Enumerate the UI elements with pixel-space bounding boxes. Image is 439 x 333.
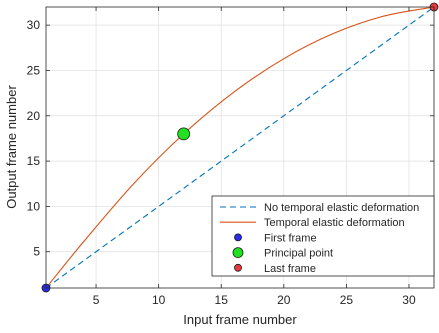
legend-label: No temporal elastic deformation bbox=[264, 202, 419, 214]
legend-label: First frame bbox=[264, 232, 317, 244]
tick-layer: 5 10 15 20 25 30 5 10 15 20 25 30 bbox=[27, 7, 434, 307]
legend-swatch-marker bbox=[234, 233, 242, 242]
y-tick-label: 20 bbox=[27, 109, 41, 123]
legend-label: Principal point bbox=[264, 248, 333, 260]
y-tick-label: 25 bbox=[27, 63, 41, 77]
legend-swatch-marker bbox=[232, 247, 244, 259]
legend-box bbox=[211, 195, 435, 277]
series-line-1 bbox=[45, 6, 435, 289]
x-tick-label: 20 bbox=[277, 293, 291, 307]
y-axis-label: Output frame number bbox=[4, 85, 19, 209]
y-tick-label: 15 bbox=[27, 154, 41, 168]
legend-swatch-marker bbox=[234, 263, 242, 272]
grid-layer bbox=[46, 7, 434, 288]
plot-frame bbox=[45, 6, 435, 289]
data-point-3 bbox=[177, 127, 191, 141]
y-tick-label: 10 bbox=[27, 199, 41, 213]
series-line-0 bbox=[45, 6, 435, 289]
x-tick-label: 25 bbox=[340, 293, 354, 307]
x-tick-label: 10 bbox=[152, 293, 166, 307]
y-tick-label: 5 bbox=[33, 245, 40, 259]
legend-label: Temporal elastic deformation bbox=[264, 217, 405, 229]
x-axis-label: Input frame number bbox=[183, 312, 297, 327]
x-tick-label: 30 bbox=[402, 293, 416, 307]
y-tick-label: 30 bbox=[27, 18, 41, 32]
legend: No temporal elastic deformation Temporal … bbox=[211, 195, 435, 277]
x-tick-label: 5 bbox=[93, 293, 100, 307]
legend-label: Last frame bbox=[264, 263, 316, 275]
x-tick-label: 15 bbox=[215, 293, 229, 307]
